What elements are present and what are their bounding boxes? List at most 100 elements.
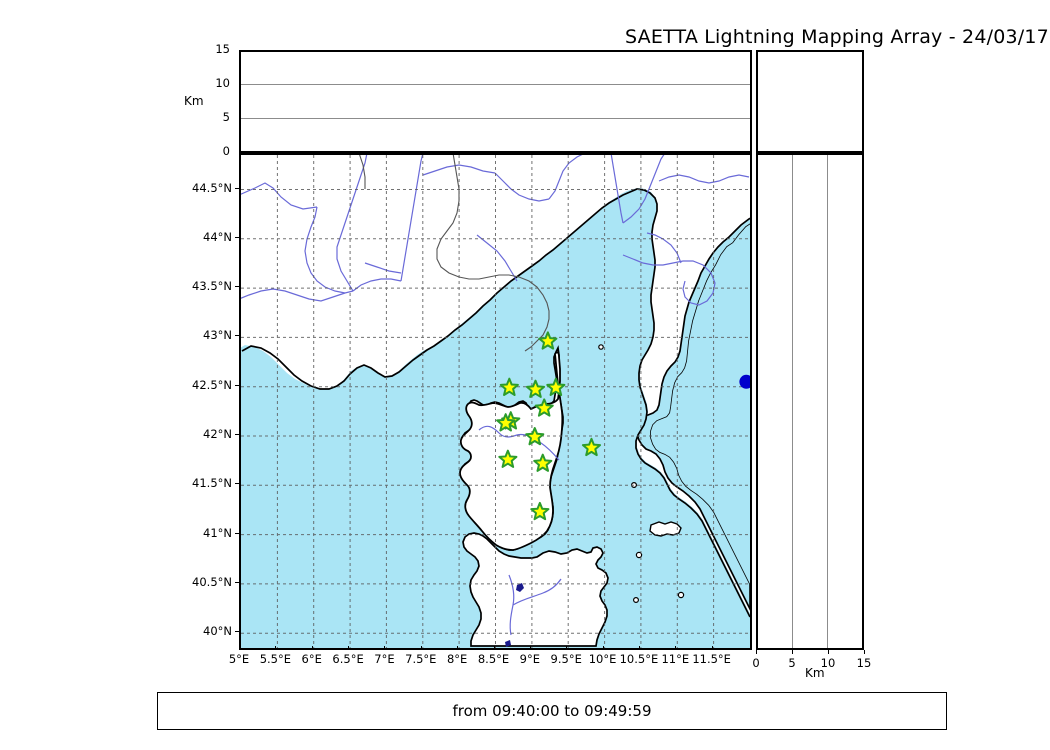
latitude-tick-mark <box>235 483 239 485</box>
longitude-tick-mark <box>675 646 677 650</box>
lma-station-marker <box>533 453 553 472</box>
longitude-tick-label: 8.5°E <box>477 652 510 666</box>
km-right-tick-mark <box>864 650 865 654</box>
island-corsica-outline <box>459 351 564 551</box>
longitude-tick-label: 9.5°E <box>550 652 582 666</box>
page-title-text: SAETTA Lightning Mapping Array - 24/03/1… <box>625 26 1049 48</box>
latitude-tick-label: 40°N <box>203 624 232 639</box>
islet-gorgona <box>598 344 604 350</box>
longitude-tick-label: 7°E <box>374 652 395 666</box>
island-elba <box>649 521 682 537</box>
latitude-tick-label: 42°N <box>203 427 232 441</box>
longitude-tick-mark <box>311 646 313 650</box>
km-right-axis-label: Km <box>805 666 825 680</box>
panel-map <box>239 153 752 650</box>
km-right-tick-mark <box>828 650 829 654</box>
latitude-tick-label: 41°N <box>203 525 232 540</box>
km-right-tick-label: 5 <box>788 656 796 670</box>
lightning-source-marker <box>739 374 750 389</box>
islet-montecristo <box>635 551 643 559</box>
latitude-tick-mark <box>235 631 239 633</box>
longitude-tick-label: 6°E <box>301 652 322 666</box>
lma-station-marker <box>534 398 554 417</box>
lma-station-layer <box>496 331 602 521</box>
longitude-tick-mark <box>348 646 350 650</box>
longitude-tick-mark <box>384 646 386 650</box>
lightning-source-layer <box>739 374 750 389</box>
political-borders <box>359 155 550 352</box>
alt-tick-5: 5 <box>222 110 230 124</box>
coastline-liguria-tuscany <box>241 188 750 618</box>
lake-sardinia-1 <box>516 583 524 592</box>
longitude-tick-label: 10°E <box>588 652 617 666</box>
lma-station-marker <box>581 437 602 457</box>
alt-axis-label: Km <box>184 94 204 108</box>
panel-top-right-corner <box>756 50 864 153</box>
latitude-tick-label: 44°N <box>203 229 232 244</box>
panel-altitude-vs-latitude <box>756 153 864 650</box>
longitude-tick-label: 5°E <box>228 652 250 666</box>
longitude-tick-mark <box>275 646 277 650</box>
latitude-tick-mark <box>235 532 239 534</box>
km-right-tick-mark <box>756 650 757 654</box>
longitude-tick-mark <box>711 646 713 650</box>
longitude-tick-mark <box>457 646 459 650</box>
panel-altitude-vs-longitude <box>239 50 752 153</box>
status-bar-text: from 09:40:00 to 09:49:59 <box>452 702 652 720</box>
longitude-tick-label: 11°E <box>661 652 690 666</box>
longitude-tick-mark <box>493 646 495 650</box>
lma-station-marker <box>496 413 516 432</box>
sea-tyrrhenian <box>651 224 750 648</box>
gridline-alt-5 <box>241 117 750 119</box>
longitude-tick-mark <box>566 646 568 650</box>
km-right-tick-mark <box>792 650 793 654</box>
longitude-tick-mark <box>638 646 640 650</box>
longitude-tick-mark <box>420 646 422 650</box>
river-corsica <box>478 425 560 461</box>
alt-tick-10: 10 <box>215 76 230 90</box>
longitude-tick-label: 6.5°E <box>332 652 364 666</box>
longitude-tick-mark <box>239 646 240 650</box>
islet-pianosa <box>633 597 640 604</box>
km-right-tick-label: 0 <box>752 656 760 670</box>
gridline-km-10 <box>826 155 828 648</box>
map-canvas <box>241 155 750 648</box>
lma-station-marker <box>530 501 550 521</box>
longitude-tick-mark <box>529 646 531 650</box>
longitude-tick-mark <box>602 646 604 650</box>
latitude-tick-mark <box>235 384 239 386</box>
lma-station-marker <box>498 449 518 468</box>
gridline-km-5 <box>792 155 794 648</box>
latitude-tick-mark <box>235 581 239 583</box>
longitude-tick-label: 11.5°E <box>692 652 731 666</box>
page-title: SAETTA Lightning Mapping Array - 24/03/1… <box>0 26 1050 48</box>
alt-tick-0: 0 <box>222 144 230 158</box>
latitude-tick-label: 42.5°N <box>192 377 232 392</box>
gridline-alt-10 <box>241 84 750 86</box>
km-right-tick-label: 10 <box>820 656 836 670</box>
latitude-tick-mark <box>235 434 239 435</box>
longitude-tick-label: 9°E <box>519 652 541 666</box>
alt-tick-15: 15 <box>215 42 230 56</box>
latitude-tick-label: 41.5°N <box>192 476 232 491</box>
longitude-tick-label: 10.5°E <box>619 652 659 666</box>
latitude-tick-label: 40.5°N <box>192 574 232 589</box>
km-right-tick-label: 15 <box>856 656 872 670</box>
longitude-tick-label: 7.5°E <box>405 652 437 666</box>
latitude-tick-mark <box>235 236 239 238</box>
lake-sardinia-2 <box>505 640 511 647</box>
rivers-mainland <box>241 155 750 306</box>
lma-station-marker <box>546 377 566 396</box>
latitude-tick-mark <box>235 187 239 189</box>
latitude-tick-mark <box>235 335 239 337</box>
latitude-tick-label: 43.5°N <box>192 279 232 294</box>
latitude-tick-mark <box>235 286 239 288</box>
lma-station-marker <box>525 379 546 398</box>
status-bar: from 09:40:00 to 09:49:59 <box>157 692 947 730</box>
map-gridlines <box>241 155 750 648</box>
longitude-tick-label: 5.5°E <box>259 652 291 666</box>
lma-station-marker <box>525 427 545 446</box>
latitude-tick-label: 43°N <box>203 328 232 343</box>
latitude-tick-label: 44.5°N <box>192 180 232 195</box>
